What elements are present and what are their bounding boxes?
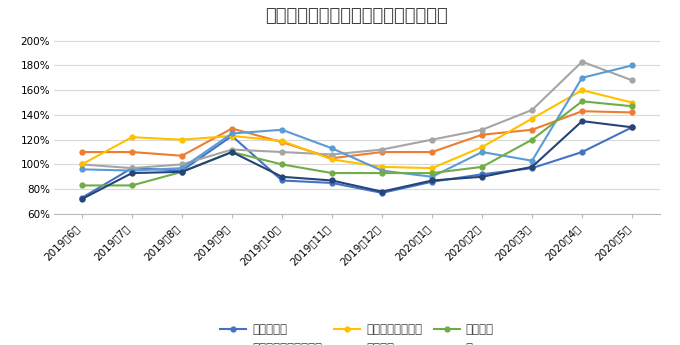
九鬼産業 bbox=[528, 138, 536, 142]
九鬼産業 bbox=[628, 104, 636, 108]
Ｊーオイルミルズ bbox=[228, 134, 236, 138]
シジシージャパン bbox=[628, 78, 636, 82]
かどや製油 bbox=[128, 166, 136, 170]
日清オイリオグループ bbox=[378, 150, 386, 154]
Ｊーオイルミルズ bbox=[378, 165, 386, 169]
Ｊーオイルミルズ bbox=[78, 162, 86, 167]
日清オイリオグループ bbox=[228, 127, 236, 131]
日清オイリオグループ bbox=[628, 110, 636, 115]
竹本油脂 bbox=[178, 166, 186, 170]
日清オイリオグループ bbox=[578, 109, 586, 113]
Line: 他: 他 bbox=[80, 119, 634, 201]
かどや製油 bbox=[178, 168, 186, 172]
日清オイリオグループ bbox=[178, 154, 186, 158]
竹本油脂 bbox=[328, 146, 336, 150]
Line: シジシージャパン: シジシージャパン bbox=[80, 59, 634, 170]
かどや製油 bbox=[278, 178, 286, 183]
かどや製油 bbox=[228, 134, 236, 138]
竹本油脂 bbox=[628, 63, 636, 68]
かどや製油 bbox=[378, 191, 386, 195]
かどや製油 bbox=[328, 181, 336, 185]
シジシージャパン bbox=[428, 138, 436, 142]
日清オイリオグループ bbox=[478, 132, 486, 137]
Legend: かどや製油, 日清オイリオグループ, シジシージャパン, Ｊーオイルミルズ, 竹本油脂, 九鬼産業, 他: かどや製油, 日清オイリオグループ, シジシージャパン, Ｊーオイルミルズ, 竹… bbox=[216, 318, 498, 345]
Ｊーオイルミルズ bbox=[128, 135, 136, 139]
竹本油脂 bbox=[528, 159, 536, 163]
他 bbox=[278, 175, 286, 179]
九鬼産業 bbox=[378, 171, 386, 175]
シジシージャパン bbox=[578, 60, 586, 64]
他 bbox=[128, 171, 136, 175]
シジシージャパン bbox=[178, 162, 186, 167]
日清オイリオグループ bbox=[278, 140, 286, 144]
シジシージャパン bbox=[128, 166, 136, 170]
日清オイリオグループ bbox=[78, 150, 86, 154]
九鬼産業 bbox=[328, 171, 336, 175]
他 bbox=[78, 197, 86, 201]
Line: 竹本油脂: 竹本油脂 bbox=[80, 63, 634, 179]
竹本油脂 bbox=[278, 128, 286, 132]
かどや製油 bbox=[628, 125, 636, 129]
竹本油脂 bbox=[428, 175, 436, 179]
かどや製油 bbox=[78, 196, 86, 200]
日清オイリオグループ bbox=[328, 156, 336, 160]
シジシージャパン bbox=[528, 108, 536, 112]
竹本油脂 bbox=[578, 76, 586, 80]
シジシージャパン bbox=[228, 148, 236, 152]
他 bbox=[378, 189, 386, 194]
シジシージャパン bbox=[478, 128, 486, 132]
Ｊーオイルミルズ bbox=[178, 138, 186, 142]
他 bbox=[528, 165, 536, 169]
Ｊーオイルミルズ bbox=[528, 117, 536, 121]
九鬼産業 bbox=[178, 170, 186, 174]
かどや製油 bbox=[428, 180, 436, 184]
日清オイリオグループ bbox=[428, 150, 436, 154]
竹本油脂 bbox=[378, 168, 386, 172]
かどや製油 bbox=[478, 172, 486, 176]
九鬼産業 bbox=[78, 184, 86, 188]
竹本油脂 bbox=[78, 167, 86, 171]
九鬼産業 bbox=[278, 162, 286, 167]
Ｊーオイルミルズ bbox=[278, 139, 286, 143]
Ｊーオイルミルズ bbox=[578, 88, 586, 92]
九鬼産業 bbox=[478, 165, 486, 169]
九鬼産業 bbox=[128, 184, 136, 188]
竹本油脂 bbox=[478, 150, 486, 154]
Line: 日清オイリオグループ: 日清オイリオグループ bbox=[80, 109, 634, 161]
竹本油脂 bbox=[128, 168, 136, 172]
九鬼産業 bbox=[428, 171, 436, 175]
竹本油脂 bbox=[228, 131, 236, 136]
他 bbox=[228, 150, 236, 154]
九鬼産業 bbox=[578, 99, 586, 104]
Ｊーオイルミルズ bbox=[478, 145, 486, 149]
Ｊーオイルミルズ bbox=[328, 157, 336, 161]
他 bbox=[478, 175, 486, 179]
他 bbox=[578, 119, 586, 123]
他 bbox=[328, 178, 336, 183]
シジシージャパン bbox=[78, 162, 86, 167]
シジシージャパン bbox=[378, 148, 386, 152]
他 bbox=[428, 178, 436, 183]
かどや製油 bbox=[528, 166, 536, 170]
シジシージャパン bbox=[278, 150, 286, 154]
Ｊーオイルミルズ bbox=[428, 166, 436, 170]
九鬼産業 bbox=[228, 150, 236, 154]
Title: ゴマ油　メーカー別　金額前年比推移: ゴマ油 メーカー別 金額前年比推移 bbox=[266, 7, 448, 24]
他 bbox=[178, 170, 186, 174]
かどや製油 bbox=[578, 150, 586, 154]
日清オイリオグループ bbox=[528, 128, 536, 132]
シジシージャパン bbox=[328, 152, 336, 157]
他 bbox=[628, 125, 636, 129]
日清オイリオグループ bbox=[128, 150, 136, 154]
Line: Ｊーオイルミルズ: Ｊーオイルミルズ bbox=[80, 88, 634, 170]
Ｊーオイルミルズ bbox=[628, 100, 636, 105]
Line: かどや製油: かどや製油 bbox=[80, 125, 634, 200]
Line: 九鬼産業: 九鬼産業 bbox=[80, 99, 634, 188]
